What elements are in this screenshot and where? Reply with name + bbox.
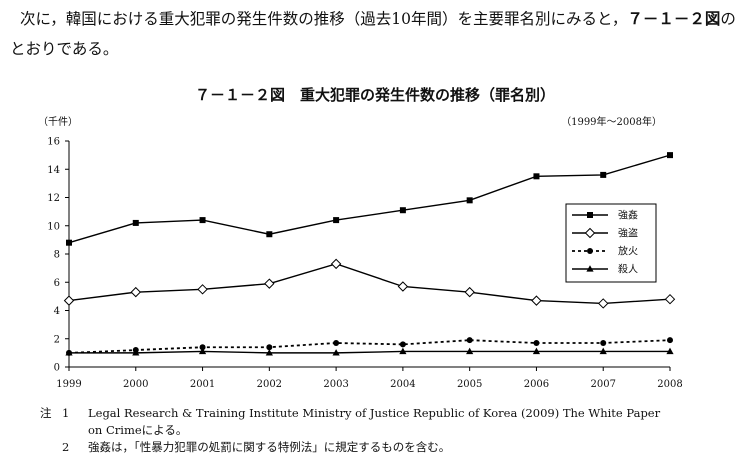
data-point (600, 339, 607, 346)
y-axis-unit-label: （千件） (38, 117, 78, 128)
y-tick-label: 4 (54, 306, 60, 317)
legend-label: 殺人 (618, 263, 638, 276)
chart-series (63, 152, 676, 356)
chart-axes: 0 2 4 6 8 10 12 14 16 1999 2000 2001 2002 2003 2004 200… (47, 137, 682, 391)
x-tick-label: 1999 (56, 379, 81, 390)
data-point (600, 171, 607, 178)
data-point (199, 344, 206, 351)
x-tick-label: 2003 (323, 379, 348, 390)
data-point (666, 347, 674, 355)
data-point (330, 258, 342, 270)
y-tick-label: 12 (47, 193, 60, 204)
chart-title: ７－１－２図 重大犯罪の発生件数の推移（罪名別） (194, 86, 555, 104)
x-tick-label: 2006 (524, 379, 549, 390)
x-tick-label: 2005 (457, 379, 482, 390)
data-point (198, 347, 207, 355)
data-point (466, 197, 473, 204)
y-tick-label: 0 (54, 363, 60, 374)
data-point (197, 284, 208, 295)
data-point (264, 278, 275, 289)
data-point (397, 281, 409, 292)
series-line (68, 154, 671, 244)
data-point (199, 217, 206, 224)
legend-label: 放火 (618, 245, 638, 258)
series-line (69, 350, 670, 354)
note-1-text: Legal Research & Training Institute Mini… (88, 406, 661, 420)
period-label: （1999年～2008年） (561, 117, 662, 128)
data-point (399, 347, 407, 355)
note-label: 注 (40, 406, 52, 420)
x-tick-label: 2002 (257, 379, 282, 390)
data-point (265, 349, 273, 356)
legend-marker (587, 212, 593, 218)
data-point (533, 173, 540, 180)
series-line (68, 263, 671, 305)
note-2-number: 2 (62, 440, 70, 454)
data-point (533, 339, 540, 346)
data-point (667, 337, 673, 344)
data-point (130, 286, 141, 298)
legend-marker (587, 248, 593, 254)
intro-figure-ref: ７－１－２図 (627, 10, 721, 28)
data-point (598, 298, 609, 309)
data-point (667, 152, 673, 159)
y-tick-label: 10 (47, 221, 60, 232)
data-point (266, 344, 273, 351)
note-2-text: 強姦は，「性暴力犯罪の処罰に関する特例法」に規定するものを含む。 (88, 440, 451, 454)
x-tick-label: 2004 (390, 379, 415, 390)
y-tick-label: 16 (47, 137, 60, 148)
legend-label: 強姦 (618, 209, 638, 222)
x-tick-label: 2007 (590, 379, 615, 390)
note-1-number: 1 (62, 406, 70, 420)
series-4 (65, 347, 674, 356)
y-tick-label: 8 (54, 250, 60, 261)
intro-text: 次に，韓国における重大犯罪の発生件数の推移（過去10年間）を主要罪名別にみると， (20, 10, 628, 28)
intro-paragraph: 次に，韓国における重大犯罪の発生件数の推移（過去10年間）を主要罪名別にみると，… (10, 4, 738, 64)
note-1-continuation: on Crimeによる。 (88, 423, 188, 437)
y-tick-label: 2 (54, 334, 60, 345)
data-point (466, 347, 474, 355)
series-1 (66, 152, 673, 246)
data-point (66, 239, 72, 246)
data-point (464, 286, 475, 298)
data-point (466, 337, 473, 344)
data-point (132, 349, 140, 356)
data-point (63, 295, 75, 306)
data-point (664, 293, 676, 305)
x-tick-label: 2001 (190, 379, 215, 390)
x-tick-label: 2000 (123, 379, 148, 390)
data-point (531, 295, 542, 306)
data-point (532, 347, 541, 355)
footnotes: 注 1 Legal Research & Training Institute … (40, 405, 730, 456)
data-point (333, 217, 340, 224)
data-point (399, 341, 406, 348)
y-tick-label: 6 (54, 278, 60, 289)
data-point (266, 231, 273, 238)
legend-marker (584, 227, 596, 239)
series-line (68, 339, 671, 354)
y-tick-label: 14 (47, 165, 60, 176)
data-point (132, 219, 139, 226)
data-point (65, 349, 73, 356)
data-point (332, 349, 340, 356)
legend-marker (586, 265, 594, 272)
intro-text-end: のとおりである。 (10, 10, 736, 58)
x-tick-label: 2008 (657, 379, 682, 390)
data-point (333, 339, 340, 346)
data-point (599, 347, 607, 355)
series-2 (63, 258, 676, 309)
data-point (399, 207, 406, 214)
legend-label: 強盗 (618, 227, 638, 240)
